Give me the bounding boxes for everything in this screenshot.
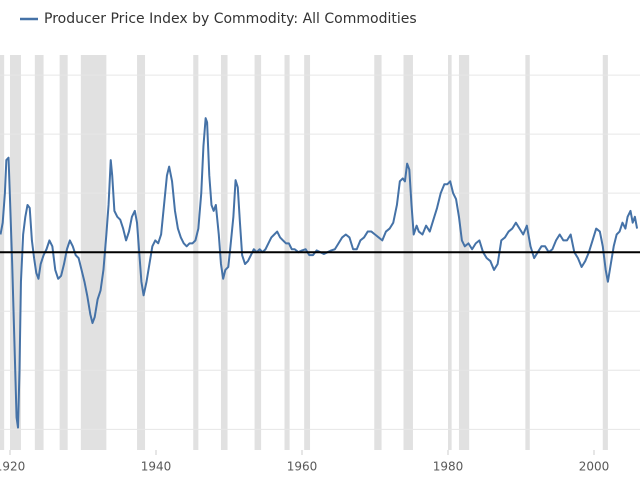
x-tick-label: 1980 — [433, 460, 464, 474]
x-tick-label: 1960 — [287, 460, 318, 474]
legend: Producer Price Index by Commodity: All C… — [20, 11, 417, 27]
series-line — [0, 117, 639, 429]
x-tick-label: 1920 — [0, 460, 25, 474]
x-tick-label: 1940 — [141, 460, 172, 474]
x-tick-label: 2000 — [579, 460, 610, 474]
legend-label: Producer Price Index by Commodity: All C… — [44, 11, 417, 27]
